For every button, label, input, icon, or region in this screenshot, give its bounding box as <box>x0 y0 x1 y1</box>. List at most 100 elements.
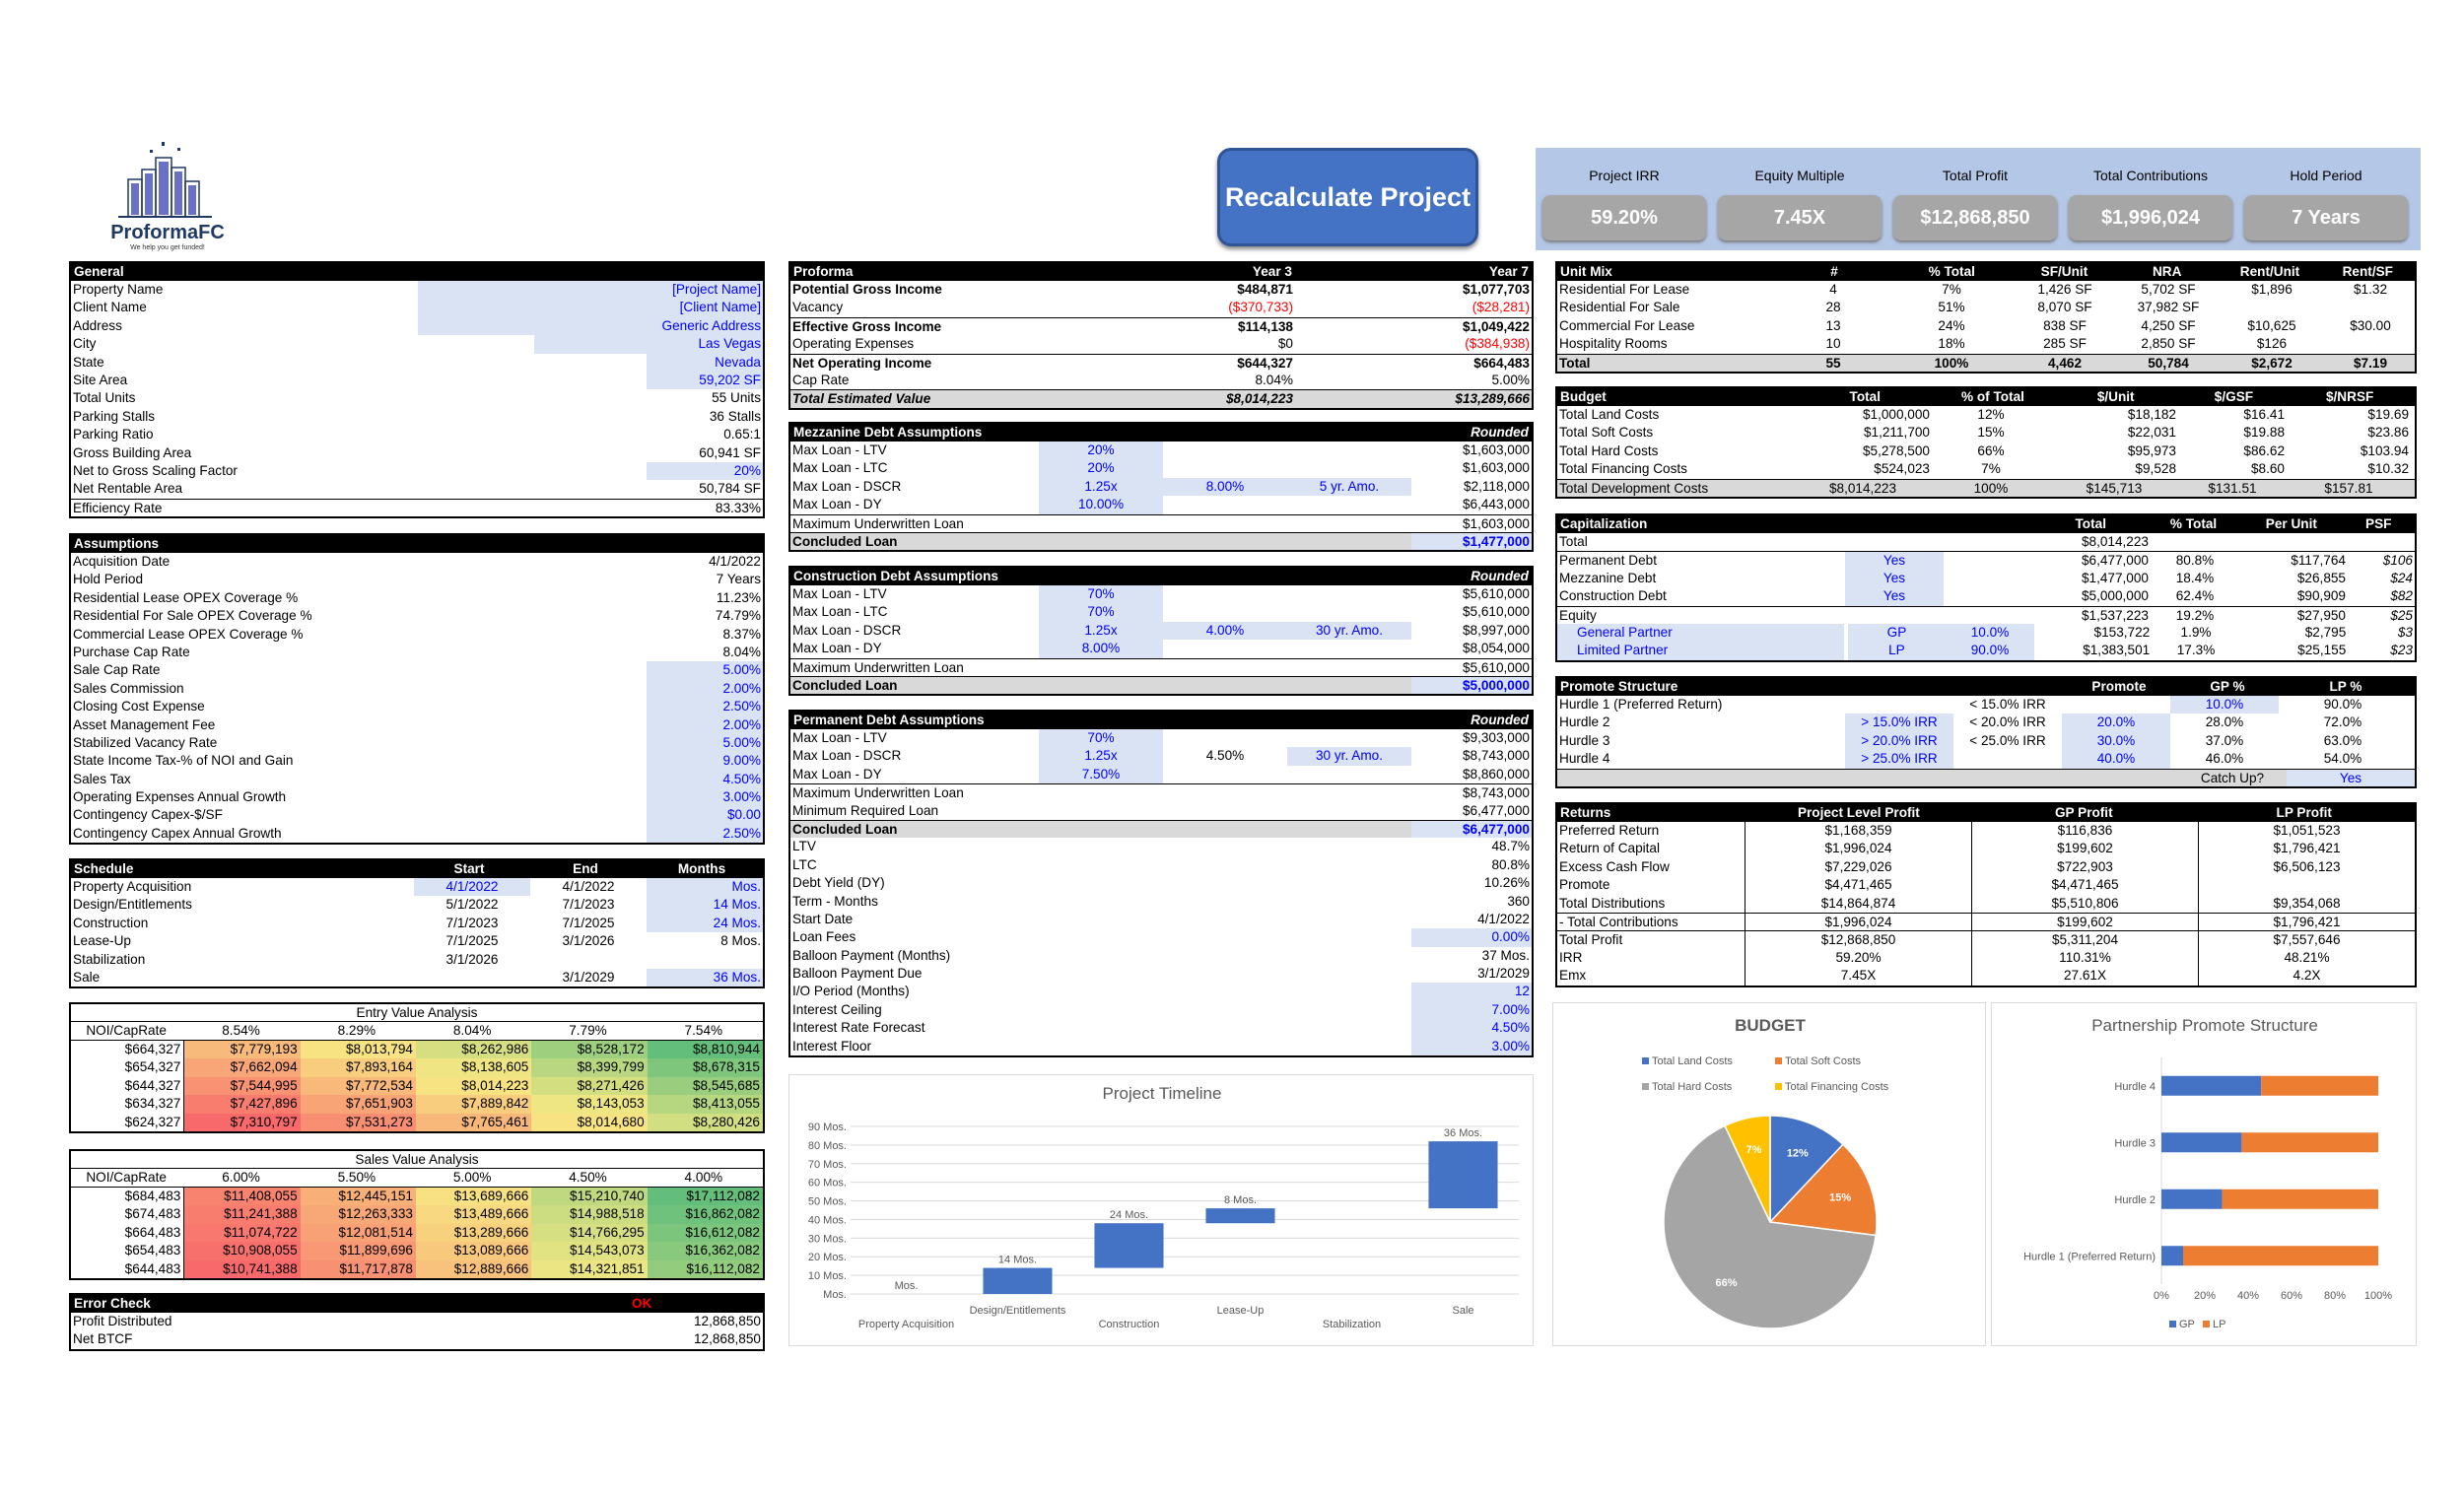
schedule-months[interactable]: 14 Mos. <box>647 896 763 915</box>
table-cell[interactable]: Yes <box>1845 569 1944 588</box>
debt-ratio[interactable]: 70% <box>1039 729 1163 748</box>
assumption-label: Operating Expenses Annual Growth <box>73 789 287 805</box>
catch-up-value[interactable]: Yes <box>2287 769 2415 786</box>
table-cell[interactable]: 40.0% <box>2062 750 2170 769</box>
debt-amort <box>1287 442 1411 459</box>
debt-amount[interactable]: 4.50% <box>1411 1019 1532 1038</box>
debt-rate[interactable]: 8.00% <box>1163 477 1287 497</box>
table-cell: Mezzanine Debt <box>1559 570 1657 585</box>
general-value-input[interactable]: Nevada <box>647 353 763 372</box>
debt-ratio[interactable]: 10.00% <box>1039 496 1163 514</box>
schedule-months[interactable]: Mos. <box>647 878 763 897</box>
debt-ratio[interactable]: 20% <box>1039 442 1163 460</box>
schedule-phase: Lease-Up <box>73 933 131 949</box>
debt-amount[interactable]: $5,000,000 <box>1411 676 1532 695</box>
table-cell <box>2348 533 2415 551</box>
debt-ratio <box>1039 838 1163 855</box>
schedule-months[interactable]: 24 Mos. <box>647 914 763 933</box>
debt-amount[interactable]: 0.00% <box>1411 928 1532 947</box>
debt-amount[interactable]: 7.00% <box>1411 1000 1532 1020</box>
assumption-value-input[interactable]: 3.00% <box>647 788 763 807</box>
debt-row: LTC 80.8% <box>790 856 1532 874</box>
debt-ratio[interactable]: 20% <box>1039 459 1163 478</box>
table-cell[interactable]: 90.0% <box>1946 642 2034 660</box>
table-cell[interactable]: GP <box>1847 623 1947 643</box>
table-cell[interactable]: Yes <box>1845 552 1944 570</box>
assumption-value-input[interactable]: 9.00% <box>647 752 763 771</box>
general-row: Parking Ratio 0.65:1 <box>71 426 763 443</box>
table-cell[interactable]: > 25.0% IRR <box>1845 750 1953 769</box>
total-cell: $131.51 <box>2208 480 2257 496</box>
table-cell: $1,211,700 <box>1863 425 1930 441</box>
cap-rate-header: 5.50% <box>337 1170 376 1185</box>
total-cell: 100% <box>1973 480 2009 496</box>
schedule-end: 3/1/2029 <box>562 969 615 985</box>
debt-amount[interactable]: 12 <box>1411 983 1532 1001</box>
kpi-value-button[interactable]: 7.45X <box>1718 195 1882 240</box>
debt-amount[interactable]: $1,477,000 <box>1411 532 1532 551</box>
table-cell[interactable]: LP <box>1847 642 1947 660</box>
rounded-label: Rounded <box>1471 569 1529 583</box>
total-cell: 100% <box>1934 355 1969 371</box>
table-cell[interactable]: > 15.0% IRR <box>1845 714 1953 732</box>
debt-ratio[interactable]: 1.25x <box>1039 621 1163 641</box>
assumption-value-input[interactable]: 2.50% <box>647 698 763 716</box>
table-cell[interactable]: 10.0% <box>2170 696 2279 714</box>
debt-amount[interactable]: $6,477,000 <box>1411 820 1532 839</box>
table-cell: 7.45X <box>1745 967 1971 986</box>
general-value-input[interactable]: Generic Address <box>418 316 763 336</box>
schedule-months[interactable]: 36 Mos. <box>647 968 763 987</box>
table-cell: $5,311,204 <box>1971 931 2198 949</box>
debt-rate[interactable]: 4.00% <box>1163 621 1287 641</box>
assumption-value-input[interactable]: 2.50% <box>647 824 763 844</box>
debt-ratio[interactable]: 70% <box>1039 585 1163 604</box>
table-cell[interactable]: > 20.0% IRR <box>1845 731 1953 751</box>
debt-ratio[interactable]: 1.25x <box>1039 477 1163 497</box>
table-cell[interactable]: Limited Partner <box>1557 642 1844 660</box>
assumption-value-input[interactable]: 2.00% <box>647 715 763 734</box>
debt-label: Max Loan - LTV <box>792 586 887 601</box>
kpi-value-button[interactable]: 7 Years <box>2244 195 2408 240</box>
debt-ratio <box>1039 856 1163 874</box>
general-value-input[interactable]: 59,202 SF <box>647 371 763 390</box>
value-row: $644,483 $10,741,388 $11,717,878 $12,889,66… <box>71 1259 763 1278</box>
debt-ratio[interactable]: 8.00% <box>1039 640 1163 658</box>
debt-amort[interactable]: 5 yr. Amo. <box>1287 477 1411 497</box>
debt-amount[interactable]: 3.00% <box>1411 1037 1532 1056</box>
general-value-input[interactable]: [Client Name] <box>418 299 763 317</box>
kpi-value-button[interactable]: $12,868,850 <box>1893 195 2057 240</box>
debt-amort[interactable]: 30 yr. Amo. <box>1287 747 1411 766</box>
debt-ratio[interactable]: 7.50% <box>1039 765 1163 784</box>
assumption-value-input[interactable]: 2.00% <box>647 679 763 699</box>
assumption-value-input[interactable]: $0.00 <box>647 806 763 825</box>
table-cell[interactable]: General Partner <box>1557 623 1844 643</box>
table-cell: $117,764 <box>2291 553 2346 569</box>
debt-amort[interactable]: 30 yr. Amo. <box>1287 621 1411 641</box>
schedule-start[interactable]: 4/1/2022 <box>414 878 530 897</box>
table-cell[interactable]: 20.0% <box>2062 714 2170 732</box>
table-cell[interactable]: 10.0% <box>1946 623 2034 643</box>
kpi-value-button[interactable]: 59.20% <box>1542 195 1706 240</box>
table-cell[interactable]: 30.0% <box>2062 731 2170 751</box>
value-cell: $16,612,082 <box>647 1223 763 1242</box>
assumption-value-input[interactable]: 5.00% <box>647 733 763 753</box>
noi-value: $684,483 <box>71 1187 185 1205</box>
x-tick-label: 100% <box>2364 1290 2392 1302</box>
debt-ratio[interactable]: 1.25x <box>1039 747 1163 766</box>
recalculate-project-button[interactable]: Recalculate Project <box>1217 148 1478 246</box>
table-cell[interactable]: Yes <box>1845 587 1944 606</box>
entry-value-analysis: Entry Value Analysis NOI/CapRate 8.54% 8.29… <box>69 1002 765 1133</box>
general-value-input[interactable]: [Project Name] <box>418 281 763 300</box>
debt-row: Balloon Payment Due 3/1/2029 <box>790 965 1532 983</box>
debt-ratio[interactable]: 70% <box>1039 603 1163 622</box>
pie-data-label: 15% <box>1829 1191 1851 1203</box>
general-value-input[interactable]: Las Vegas <box>534 335 763 354</box>
assumption-value-input[interactable]: 5.00% <box>647 661 763 680</box>
table-cell <box>2198 876 2415 895</box>
value-row: $634,327 $7,427,896 $7,651,903 $7,889,842 $8… <box>71 1095 763 1114</box>
assumption-value-input[interactable]: 4.50% <box>647 770 763 789</box>
general-value-input[interactable]: 20% <box>647 461 763 481</box>
proforma-year3-value: $644,327 <box>1237 355 1293 371</box>
debt-rate <box>1163 533 1287 550</box>
kpi-value-button[interactable]: $1,996,024 <box>2069 195 2232 240</box>
